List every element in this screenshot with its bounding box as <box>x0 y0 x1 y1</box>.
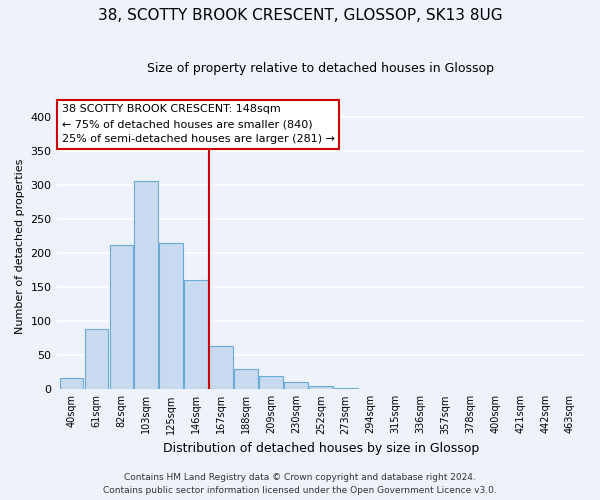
Bar <box>209 346 233 390</box>
Bar <box>184 280 208 390</box>
Bar <box>160 243 183 390</box>
Text: Contains HM Land Registry data © Crown copyright and database right 2024.
Contai: Contains HM Land Registry data © Crown c… <box>103 474 497 495</box>
Bar <box>259 376 283 390</box>
Text: 38 SCOTTY BROOK CRESCENT: 148sqm
← 75% of detached houses are smaller (840)
25% : 38 SCOTTY BROOK CRESCENT: 148sqm ← 75% o… <box>62 104 335 144</box>
Bar <box>558 388 582 390</box>
Bar <box>85 328 108 390</box>
X-axis label: Distribution of detached houses by size in Glossop: Distribution of detached houses by size … <box>163 442 479 455</box>
Y-axis label: Number of detached properties: Number of detached properties <box>15 158 25 334</box>
Bar <box>458 388 482 390</box>
Title: Size of property relative to detached houses in Glossop: Size of property relative to detached ho… <box>147 62 494 76</box>
Bar <box>284 382 308 390</box>
Bar <box>334 388 358 390</box>
Bar <box>134 182 158 390</box>
Text: 38, SCOTTY BROOK CRESCENT, GLOSSOP, SK13 8UG: 38, SCOTTY BROOK CRESCENT, GLOSSOP, SK13… <box>98 8 502 22</box>
Bar <box>359 388 382 390</box>
Bar <box>309 386 332 390</box>
Bar <box>110 246 133 390</box>
Bar <box>59 378 83 390</box>
Bar <box>384 388 407 390</box>
Bar <box>234 369 258 390</box>
